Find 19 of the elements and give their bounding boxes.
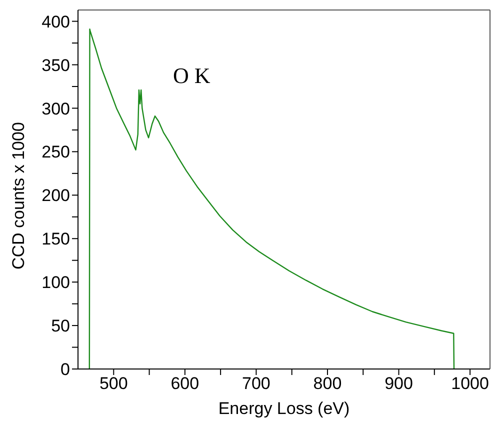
y-tick-label: 250 (42, 142, 70, 162)
y-tick-label: 300 (42, 99, 70, 118)
y-tick-label: 400 (42, 12, 70, 32)
y-tick-label: 100 (42, 273, 70, 292)
line-series (88, 28, 455, 369)
x-tick-label: 600 (170, 374, 200, 394)
x-tick-label: 500 (99, 374, 128, 394)
y-tick-label: 150 (42, 230, 70, 249)
y-tick-label: 50 (51, 316, 70, 336)
y-axis-title: CCD counts x 1000 (9, 122, 28, 270)
x-tick-label: 800 (313, 374, 342, 394)
x-axis-title: Energy Loss (eV) (218, 399, 350, 418)
x-tick-label: 1000 (451, 374, 489, 394)
y-tick-label: 200 (42, 186, 70, 206)
annotation: O K (173, 63, 210, 88)
y-tick-label: 0 (60, 360, 70, 380)
x-tick-label: 900 (384, 374, 413, 394)
x-tick-label: 700 (242, 374, 270, 394)
y-tick-label: 350 (42, 56, 70, 75)
